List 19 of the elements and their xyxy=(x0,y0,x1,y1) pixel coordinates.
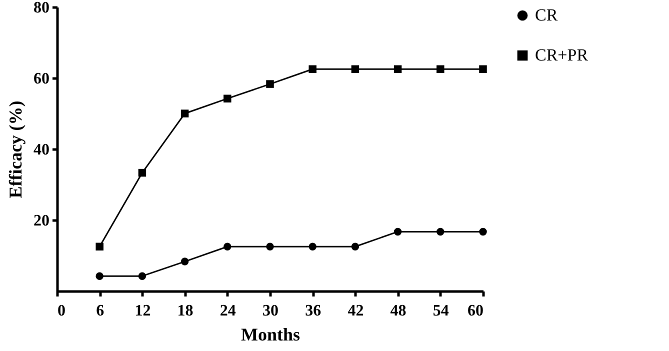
y-tick-label: 20 xyxy=(34,212,50,230)
legend-label: CR xyxy=(535,6,558,24)
y-tick-label: 40 xyxy=(34,142,50,158)
x-tick-label: 18 xyxy=(177,302,194,320)
x-tick-label: 42 xyxy=(348,302,364,320)
x-tick-label: 24 xyxy=(220,302,236,320)
x-tick-label: 30 xyxy=(262,302,278,320)
x-tick-label: 0 xyxy=(58,302,66,320)
y-tick-label: 60 xyxy=(34,70,50,88)
x-tick-label: 36 xyxy=(305,302,322,320)
legend-label: CR+PR xyxy=(535,46,589,64)
x-tick-label: 6 xyxy=(96,302,104,320)
x-tick-label: 60 xyxy=(468,302,484,320)
x-tick-label: 54 xyxy=(432,302,449,320)
x-tick-label: 48 xyxy=(390,302,406,320)
x-tick-label: 12 xyxy=(134,302,151,320)
y-tick-label: 80 xyxy=(34,0,50,16)
x-axis-title: Months xyxy=(240,324,300,344)
y-axis-title: Efficacy (%) xyxy=(6,100,26,198)
